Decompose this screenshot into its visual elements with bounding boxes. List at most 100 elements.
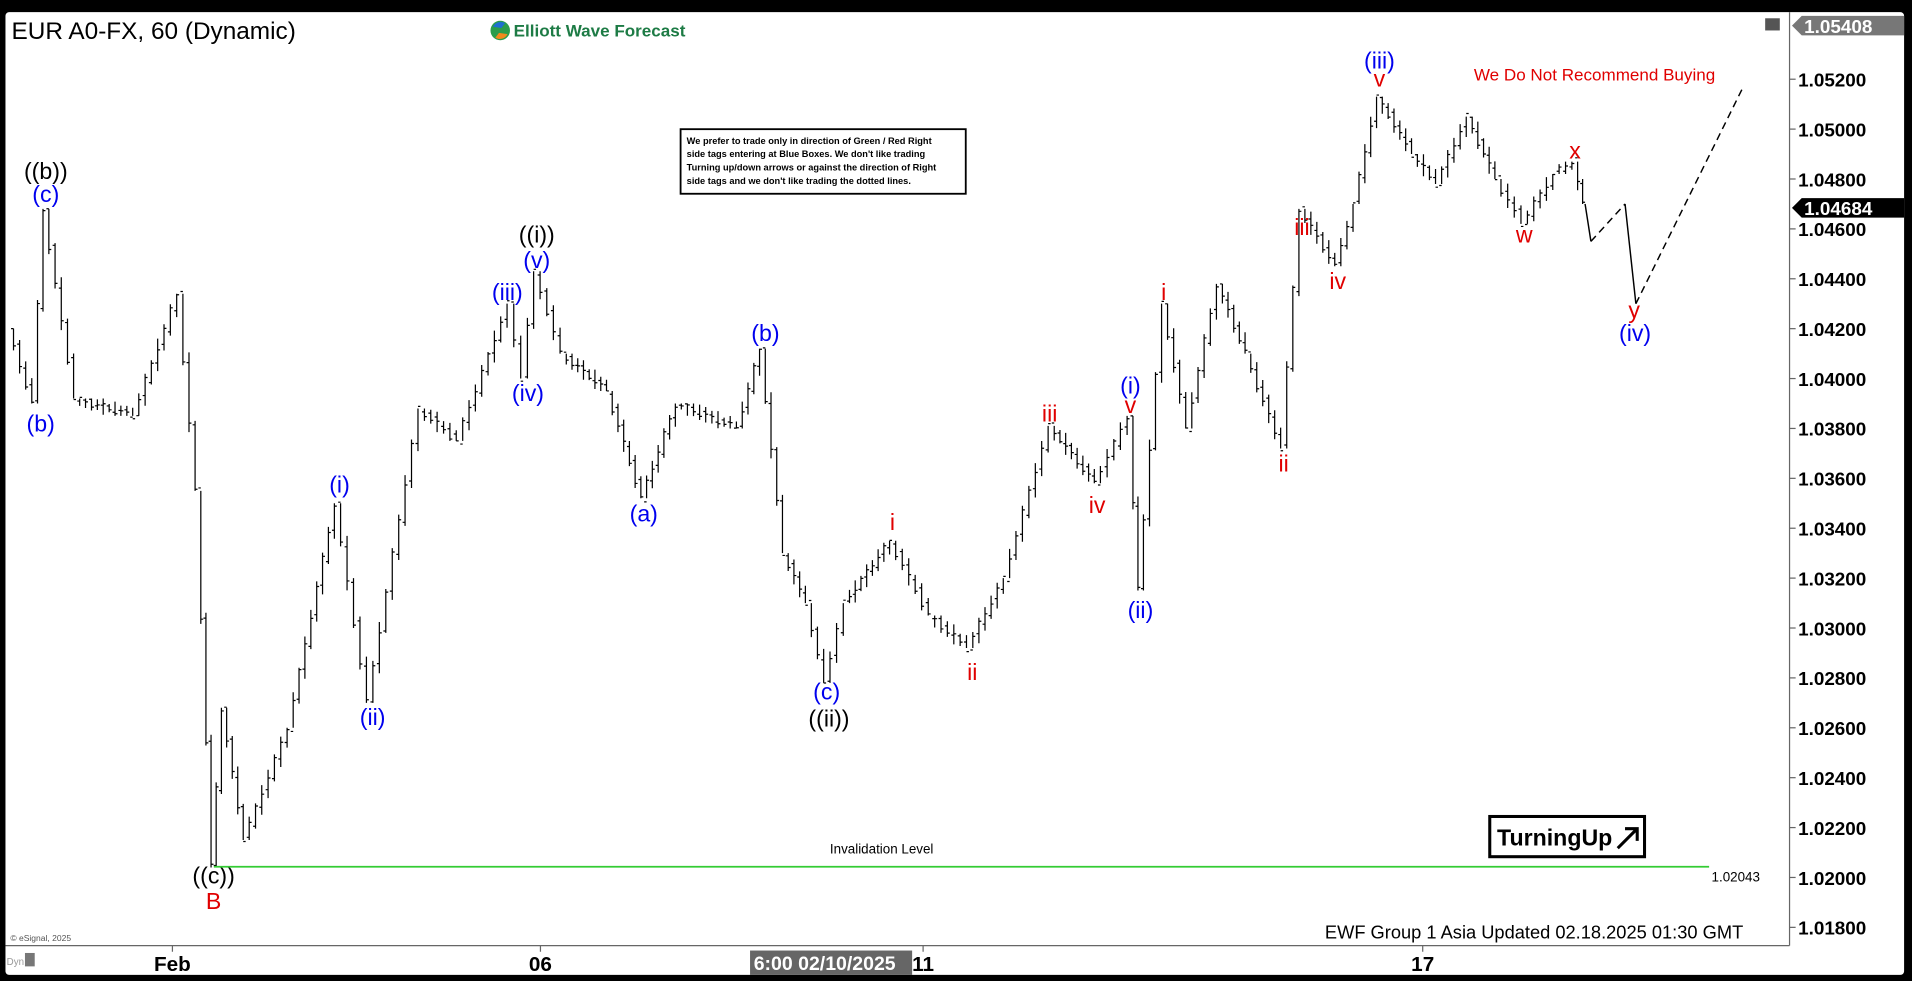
ohlc-bar xyxy=(797,571,803,598)
ohlc-bar xyxy=(827,651,833,683)
ohlc-bar xyxy=(834,622,840,663)
wave-label: v xyxy=(1374,65,1386,91)
ohlc-bar xyxy=(89,398,94,411)
disclaimer-box: We prefer to trade only in direction of … xyxy=(679,128,967,195)
ohlc-bar xyxy=(1505,183,1511,209)
ohlc-bar xyxy=(376,621,382,674)
price-tick-label: 1.01800 xyxy=(1798,919,1866,940)
ohlc-bar xyxy=(925,597,931,616)
date-tick-label: 17 xyxy=(1411,953,1434,976)
chart-title: EUR A0-FX, 60 (Dynamic) xyxy=(12,18,296,45)
ohlc-bar xyxy=(1000,575,1006,594)
ohlc-bar xyxy=(428,409,434,424)
ohlc-bar xyxy=(203,612,209,746)
ohlc-bar xyxy=(124,405,130,416)
ohlc-bar xyxy=(774,447,780,506)
ohlc-bar xyxy=(338,501,344,547)
projection-segment xyxy=(1590,203,1626,242)
ohlc-bar xyxy=(649,460,655,489)
ohlc-bar xyxy=(1007,548,1013,583)
ohlc-bar xyxy=(1248,351,1254,373)
disclaimer-line: side tags and we don't like trading the … xyxy=(687,176,911,186)
ohlc-bar xyxy=(447,422,453,441)
wave-label: ((b)) xyxy=(24,158,68,184)
ohlc-bar xyxy=(1219,283,1225,304)
ohlc-bar xyxy=(421,408,427,421)
ohlc-bar xyxy=(1302,206,1308,224)
ohlc-bar xyxy=(142,373,148,406)
ohlc-bar xyxy=(632,455,638,488)
ohlc-bar xyxy=(661,428,667,458)
crosshair-time: 6:00 02/10/2025 xyxy=(754,953,896,975)
ohlc-bar xyxy=(52,243,58,289)
ohlc-bar xyxy=(58,277,64,331)
wave-label: (iii) xyxy=(1364,47,1395,73)
ohlc-bar xyxy=(1104,448,1110,478)
ohlc-bar xyxy=(314,581,320,622)
ohlc-bar xyxy=(780,494,785,557)
ohlc-bar xyxy=(791,559,797,585)
ohlc-bar xyxy=(951,624,957,645)
ohlc-bar xyxy=(167,304,173,336)
ohlc-bar xyxy=(1272,410,1278,440)
ohlc-bar xyxy=(180,290,186,366)
wave-label: ii xyxy=(967,659,977,685)
ohlc-bar xyxy=(1135,496,1141,591)
ohlc-bar xyxy=(1556,164,1562,175)
wave-label: (iv) xyxy=(1619,320,1651,346)
last-price-flag: 1.04684 xyxy=(1791,198,1905,220)
ohlc-bar xyxy=(1414,154,1420,167)
ohlc-bar xyxy=(1013,530,1019,560)
ohlc-bar xyxy=(1550,173,1556,190)
ohlc-bar xyxy=(609,391,615,416)
ohlc-bar xyxy=(638,476,644,499)
ohlc-bar xyxy=(71,353,77,401)
ohlc-bar xyxy=(1159,300,1165,383)
wave-label: B xyxy=(206,888,221,914)
ohlc-bar xyxy=(1332,252,1338,267)
ohlc-bar xyxy=(847,589,852,604)
disclaimer-line: side tags entering at Blue Boxes. We don… xyxy=(687,149,926,159)
ohlc-bar xyxy=(136,393,142,417)
ohlc-bar xyxy=(1130,415,1136,510)
ohlc-bar xyxy=(715,411,721,429)
ohlc-bar xyxy=(1518,205,1524,228)
ohlc-bar xyxy=(615,403,621,433)
ohlc-bar xyxy=(351,578,356,628)
ohlc-bar xyxy=(1486,146,1492,174)
ohlc-bar xyxy=(957,633,963,646)
wave-label: i xyxy=(890,509,895,535)
ohlc-bar xyxy=(357,616,363,670)
ohlc-bar xyxy=(208,734,214,868)
ohlc-bar xyxy=(586,369,592,381)
restore-window-icon[interactable] xyxy=(1765,18,1780,31)
ohlc-bar xyxy=(1045,422,1051,453)
ohlc-bar xyxy=(852,580,858,603)
price-tick-label: 1.04400 xyxy=(1798,270,1866,291)
ohlc-bar xyxy=(1580,179,1586,204)
price-tick-label: 1.04000 xyxy=(1798,370,1866,391)
ohlc-bar xyxy=(1433,169,1438,188)
ohlc-bar xyxy=(1195,367,1201,404)
ohlc-bar xyxy=(1051,422,1057,441)
ohlc-bar xyxy=(1498,175,1504,197)
price-axis[interactable]: 1.05200 1.05000 1.04800 1.04600 1.04400 1.042… xyxy=(1789,71,1867,940)
top-price-flag: 1.05408 xyxy=(1791,15,1905,38)
ohlc-bar xyxy=(271,754,277,782)
ohlc-bar xyxy=(1421,154,1426,177)
price-tick-label: 1.04200 xyxy=(1798,320,1866,341)
recommendation-text: We Do Not Recommend Buying xyxy=(1474,65,1715,84)
dyn-toggle-icon[interactable] xyxy=(24,952,35,967)
ohlc-bar xyxy=(1278,427,1284,452)
price-tick-label: 1.02200 xyxy=(1798,819,1866,840)
ohlc-bar xyxy=(598,376,604,392)
ohlc-bar xyxy=(472,384,478,412)
ohlc-bar xyxy=(1350,202,1356,232)
logo: Elliott Wave Forecast xyxy=(490,20,686,41)
ohlc-bar xyxy=(869,560,875,576)
time-axis[interactable]: Feb 06 11 17 xyxy=(154,945,1434,977)
ohlc-bar xyxy=(1242,332,1248,354)
ohlc-bar xyxy=(290,692,296,733)
ohlc-bar xyxy=(1481,138,1486,158)
